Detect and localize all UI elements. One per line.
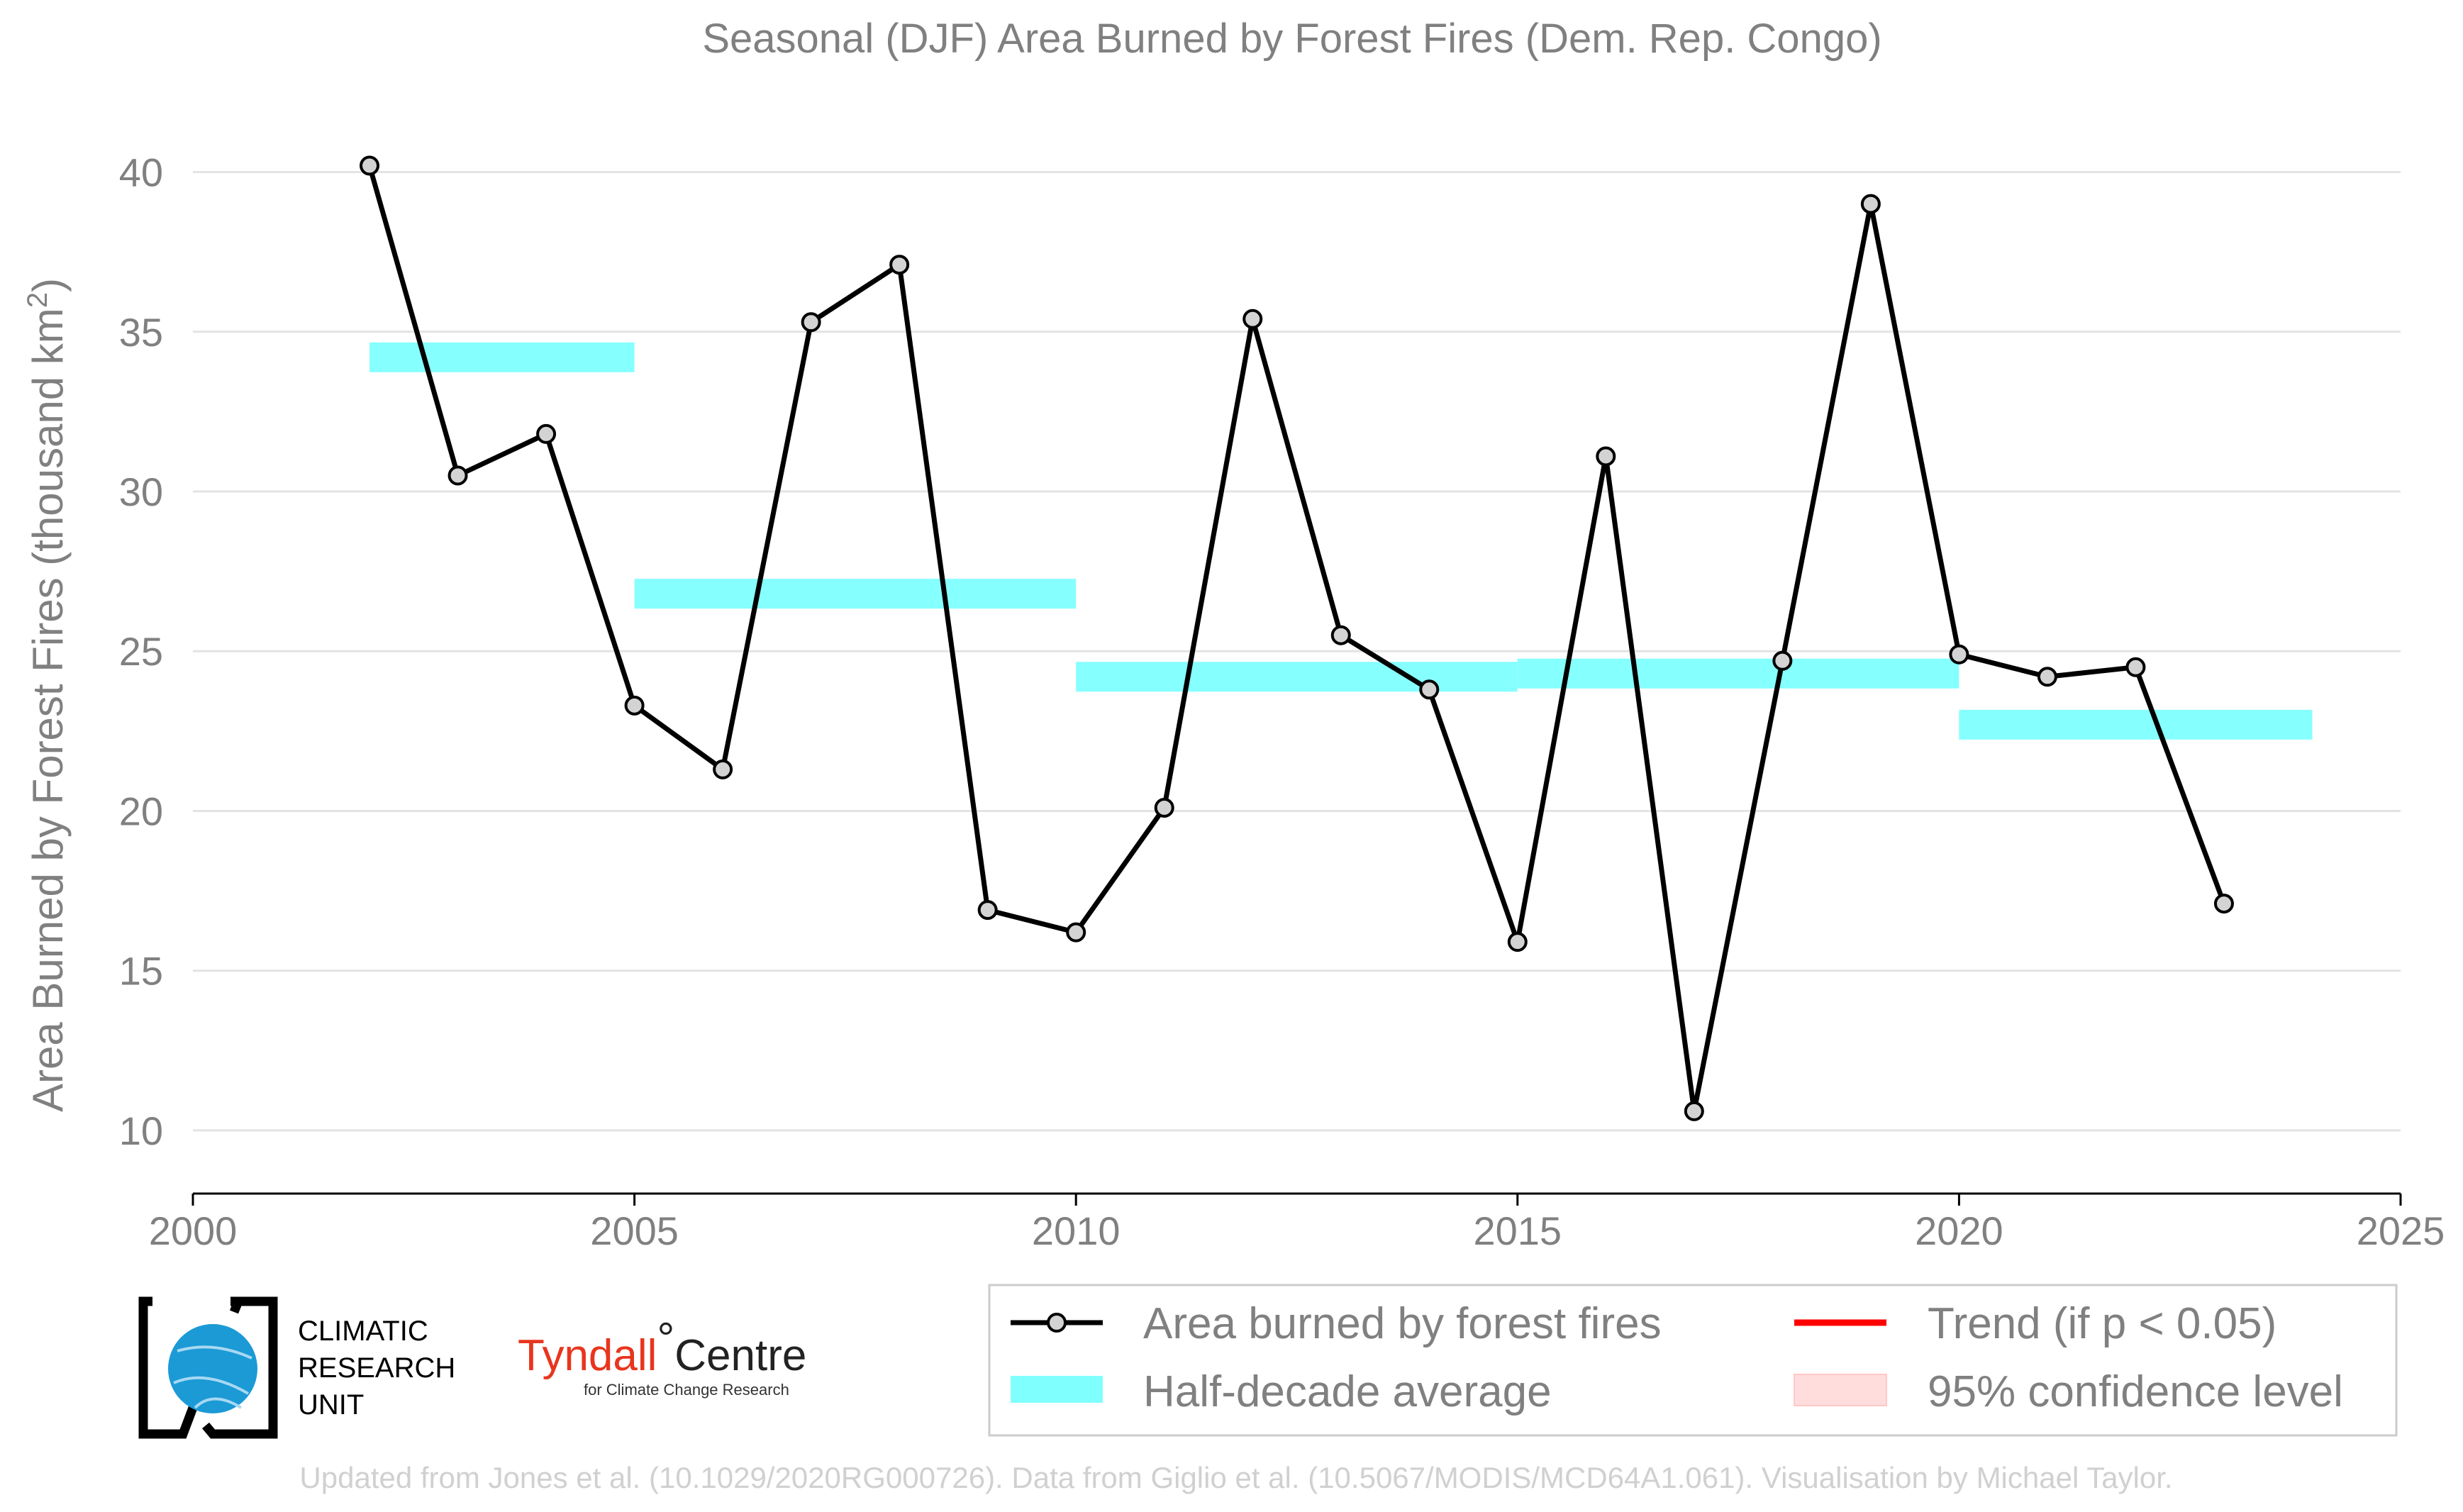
legend-band-swatch [1011,1376,1103,1403]
globe-contour-icon [173,1345,252,1409]
cru-logo-line1: CLIMATIC [298,1316,428,1347]
gridlines [193,171,2401,1132]
data-point [977,900,998,921]
data-point [536,423,557,444]
y-tick-label: 40 [119,150,163,195]
legend-label-half-decade: Half-decade average [1143,1367,1552,1416]
data-point [624,695,645,716]
x-tick-label: 2025 [2357,1208,2445,1253]
footer-credit: Updated from Jones et al. (10.1029/2020R… [299,1461,2172,1494]
legend-entry-half-decade: Half-decade average [1011,1367,1552,1416]
y-tick-label: 35 [119,310,163,355]
data-series [360,155,2234,1121]
data-point [1330,625,1351,645]
legend-label-confidence: 95% confidence level [1928,1367,2343,1416]
data-point [1684,1101,1704,1121]
tyndall-logo: Tyndall°Centre for Climate Change Resear… [518,1314,806,1399]
data-point [2125,657,2146,677]
data-point [1066,922,1086,943]
y-axis-label-close: ) [24,278,72,292]
data-point [1419,679,1440,700]
legend-entry-confidence: 95% confidence level [1794,1367,2343,1416]
x-tick-label: 2000 [149,1208,238,1253]
legend-entry-area-burned: Area burned by forest fires [1011,1299,1662,1348]
cru-logo-line3: UNIT [298,1389,364,1421]
x-tick-label: 2010 [1032,1208,1121,1253]
y-tick-label: 20 [119,789,163,833]
x-tick-label: 2005 [590,1208,679,1253]
y-axis-label-main: Area Burned by Forest Fires (thousand km [24,308,72,1112]
legend-marker-swatch [1047,1313,1067,1333]
y-axis-ticks: 10 15 20 25 30 35 40 [119,150,163,1153]
half-decade-average-bands [369,342,2313,740]
legend-confidence-swatch [1794,1374,1887,1406]
x-tick-label: 2015 [1474,1208,1562,1253]
data-point [2037,667,2057,687]
half-decade-band [1076,662,1518,692]
series-line [367,165,2227,1114]
data-point [447,465,468,486]
data-point [1772,650,1793,671]
legend-entry-trend: Trend (if p < 0.05) [1794,1299,2276,1348]
legend-box [988,1284,2398,1437]
y-tick-label: 10 [119,1108,163,1153]
data-point [360,155,380,176]
cru-bracket-right-icon [202,1296,278,1439]
data-point [1507,932,1528,952]
tyndall-logo-title: Tyndall°Centre [518,1314,806,1380]
globe-icon [168,1324,257,1413]
y-tick-label: 25 [119,629,163,674]
half-decade-band [369,342,635,372]
data-point [713,759,733,779]
legend-label-area-burned: Area burned by forest fires [1143,1299,1662,1348]
data-point [1154,797,1174,818]
data-point [1242,308,1263,329]
tyndall-logo-part1: Tyndall [518,1331,657,1380]
cru-bracket-left-icon [138,1296,245,1439]
half-decade-band [634,579,1077,609]
data-point [1949,644,1969,665]
half-decade-band [1517,658,1959,689]
x-tick-label: 2020 [1915,1208,2003,1253]
data-point [1596,446,1616,467]
data-point [2213,894,2234,914]
data-point [889,255,910,275]
tyndall-logo-part2: Centre [674,1331,806,1380]
legend: Area burned by forest fires Half-decade … [988,1284,2398,1437]
tyndall-logo-degree: ° [657,1314,674,1363]
legend-label-trend: Trend (if p < 0.05) [1928,1299,2276,1348]
data-point [1860,194,1881,214]
tyndall-logo-subtitle: for Climate Change Research [584,1381,789,1399]
y-tick-label: 30 [119,469,163,514]
half-decade-band [1959,709,2313,740]
x-axis: 2000 2005 2010 2015 2020 2025 [149,1192,2445,1253]
cru-logo-line2: RESEARCH [298,1352,455,1384]
chart-title: Seasonal (DJF) Area Burned by Forest Fir… [702,16,1881,62]
cru-logo: CLIMATIC RESEARCH UNIT [138,1296,455,1439]
data-point [801,312,821,333]
y-tick-label: 15 [119,949,163,994]
y-axis-label-superscript: 2 [22,292,53,308]
y-axis-label: Area Burned by Forest Fires (thousand km… [22,278,72,1112]
